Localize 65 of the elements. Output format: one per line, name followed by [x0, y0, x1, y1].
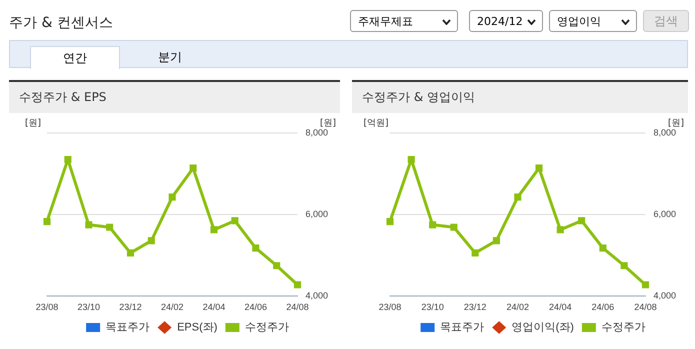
- point: [168, 194, 176, 201]
- y-axis-title: [억원]: [363, 118, 389, 128]
- point: [556, 226, 564, 234]
- point: [599, 244, 606, 252]
- point: [273, 262, 280, 270]
- dropdown: 주재무제표: [350, 10, 458, 32]
- y2-tick-label: 6,000: [305, 209, 328, 220]
- x-tick-label: 24/02: [160, 302, 184, 312]
- x-tick-label: 23/12: [119, 302, 142, 312]
- point: [386, 218, 394, 226]
- legend-label: 영업이익(좌): [512, 322, 574, 334]
- dropdown: 2024/12: [469, 10, 543, 32]
- x-tick-label: 24/08: [286, 302, 309, 312]
- point: [620, 262, 628, 270]
- x-tick-label: 23/10: [77, 302, 100, 312]
- y2-axis-title: [원]: [320, 118, 336, 128]
- x-tick-label: 24/04: [202, 302, 226, 312]
- point: [252, 244, 260, 252]
- y2-tick-label: 8,000: [653, 127, 676, 138]
- text: 분기: [157, 49, 183, 66]
- y2-tick-label: 4,000: [305, 290, 328, 301]
- point: [85, 221, 92, 228]
- x-tick-label: 23/08: [378, 302, 402, 312]
- point: [190, 164, 197, 172]
- x-tick-label: 24/06: [244, 302, 267, 312]
- legend-label: 목표주가: [440, 322, 484, 334]
- x-tick-label: 23/12: [464, 302, 486, 312]
- y2-axis-title: [원]: [668, 118, 684, 128]
- point: [126, 249, 134, 256]
- x-tick-label: 24/02: [506, 302, 530, 312]
- point: [472, 249, 479, 256]
- chart-title: 수정주가 & 영업이익: [352, 82, 688, 113]
- point: [535, 164, 543, 172]
- x-tick-label: 23/10: [421, 302, 444, 312]
- x-tick-label: 23/08: [36, 302, 58, 312]
- point: [210, 226, 218, 234]
- point: [492, 237, 500, 244]
- point: [642, 281, 650, 288]
- point: [450, 224, 458, 231]
- text: 연간: [30, 46, 120, 69]
- point: [64, 156, 72, 164]
- point: [148, 237, 155, 244]
- legend-label: 수정주가: [244, 322, 289, 334]
- x-tick-label: 24/06: [592, 302, 614, 312]
- point: [408, 156, 415, 164]
- point: [231, 217, 238, 224]
- point: [106, 224, 114, 231]
- point: [514, 194, 522, 201]
- y2-tick-label: 6,000: [653, 209, 676, 220]
- point: [429, 221, 436, 228]
- chart-title: 수정주가 & EPS: [9, 82, 340, 113]
- legend-label: 목표주가: [106, 322, 150, 334]
- text: 검색: [643, 10, 689, 32]
- x-tick-label: 24/04: [549, 302, 572, 312]
- y-axis-title: [원]: [24, 118, 42, 128]
- point: [294, 281, 302, 288]
- legend-label: 수정주가: [601, 322, 646, 334]
- x-tick-label: 24/08: [634, 302, 657, 312]
- point: [578, 217, 586, 224]
- dropdown: 영업이익: [549, 10, 637, 32]
- text: 주가 & 컨센서스: [9, 14, 113, 32]
- point: [43, 218, 51, 226]
- legend-label: EPS(좌): [177, 322, 218, 334]
- y2-tick-label: 8,000: [305, 127, 328, 138]
- y2-tick-label: 4,000: [653, 290, 676, 301]
